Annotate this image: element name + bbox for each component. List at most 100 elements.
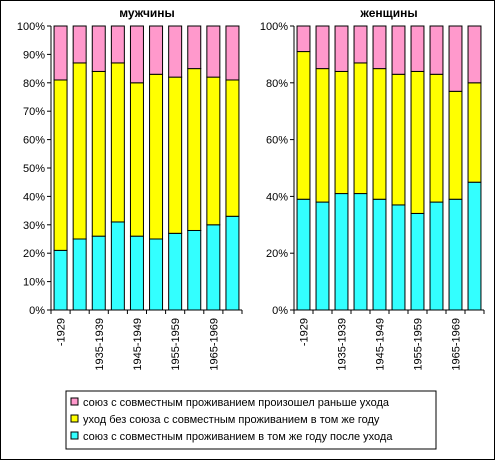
men-bar-segment <box>129 25 144 84</box>
men-y-tick-label: 10% <box>23 277 45 289</box>
women-bar-segment <box>334 70 349 195</box>
men-bar-segment <box>187 68 202 231</box>
women-bar-segment <box>391 73 406 206</box>
women-bar-segment <box>334 25 349 72</box>
women-x-tick-label: 1935-1939 <box>337 318 349 371</box>
men-bar-segment <box>168 25 183 78</box>
men-y-tick-label: 100% <box>17 21 45 33</box>
women-y-tick-label: 60% <box>266 135 288 147</box>
men-x-tick-label: 1945-1949 <box>132 318 144 371</box>
women-bar-segment <box>467 181 482 311</box>
legend-swatch <box>70 431 79 440</box>
men-bar-segment <box>149 25 164 75</box>
men-bar-segment <box>53 249 68 311</box>
men-x-tick-label: -1929 <box>56 318 68 346</box>
men-y-tick-label: 40% <box>23 191 45 203</box>
men-y-tick-label: 90% <box>23 49 45 61</box>
women-bar-segment <box>467 25 482 84</box>
women-bar-segment <box>467 82 482 183</box>
women-bar-segment <box>372 25 387 70</box>
women-bar-segment <box>372 68 387 200</box>
men-bar-segment <box>129 235 144 311</box>
women-bar-segment <box>315 68 330 203</box>
women-bar-segment <box>296 198 311 311</box>
men-bar-segment <box>91 25 106 72</box>
men-bar-segment <box>206 224 221 311</box>
women-bar-segment <box>410 70 425 214</box>
women-bar-segment <box>448 198 463 311</box>
men-bar-segment <box>225 215 240 311</box>
legend-label: уход без союза с совместным проживанием … <box>83 414 380 426</box>
women-x-tick-label: 1965-1969 <box>451 318 463 371</box>
women-chart-title: женщины <box>359 6 417 20</box>
men-bar-segment <box>206 76 221 226</box>
men-bar-segment <box>53 79 68 251</box>
men-bar-segment <box>91 235 106 311</box>
legend-label: союз с совместным проживанием произошел … <box>83 397 390 409</box>
men-x-tick-label: 1965-1969 <box>208 318 220 371</box>
women-y-tick-label: 0% <box>272 305 288 317</box>
men-bar-segment <box>187 25 202 70</box>
women-y-tick-label: 20% <box>266 248 288 260</box>
women-panel: женщины 0% 20% 40% 60% 80% 100% -1929 1935-1939… <box>260 6 485 371</box>
women-bar-segment <box>429 201 444 311</box>
men-chart-title: мужчины <box>119 6 175 20</box>
men-bar-segment <box>168 232 183 311</box>
men-bar-segment <box>110 221 125 311</box>
men-bar-segment <box>149 73 164 240</box>
women-x-tick-label: -1929 <box>299 318 311 346</box>
women-bar-segment <box>296 25 311 53</box>
women-y-tick-label: 80% <box>266 78 288 90</box>
legend-swatch <box>70 414 79 423</box>
women-bar-segment <box>372 198 387 311</box>
women-bar-segment <box>410 212 425 311</box>
men-y-tick-label: 80% <box>23 78 45 90</box>
men-bar-segment <box>110 25 125 64</box>
men-panel: мужчины 0% 10% 20% 30% 40% 50% 60% 70% 80% 90% 100… <box>17 6 243 371</box>
legend-swatch <box>70 397 79 406</box>
men-bar-segment <box>53 25 68 81</box>
men-bar-segment <box>168 76 183 234</box>
men-x-tick-label: 1935-1939 <box>94 318 106 371</box>
women-bar-segment <box>391 204 406 311</box>
men-bar-segment <box>129 82 144 237</box>
men-bar-segment <box>225 25 240 81</box>
women-y-tick-label: 40% <box>266 191 288 203</box>
women-bar-segment <box>353 193 368 311</box>
men-bar-segment <box>206 25 221 78</box>
men-bar-segment <box>72 25 87 64</box>
women-bar-segment <box>429 25 444 75</box>
women-bar-segment <box>353 25 368 64</box>
men-y-tick-label: 60% <box>23 135 45 147</box>
women-bar-segment <box>353 62 368 195</box>
men-bar-segment <box>225 79 240 217</box>
men-y-tick-label: 70% <box>23 106 45 118</box>
women-bar-segment <box>448 90 463 200</box>
women-bar-segment <box>296 51 311 200</box>
women-y-tick-label: 100% <box>260 21 288 33</box>
women-bar-segment <box>391 25 406 75</box>
women-bar-segment <box>410 25 425 72</box>
men-bar-segment <box>72 238 87 311</box>
men-y-tick-label: 50% <box>23 163 45 175</box>
women-bar-segment <box>448 25 463 92</box>
men-y-tick-label: 20% <box>23 248 45 260</box>
men-bar-segment <box>110 62 125 223</box>
men-bar-segment <box>187 229 202 311</box>
women-bar-segment <box>315 25 330 70</box>
legend: союз с совместным проживанием произошел … <box>65 390 437 450</box>
men-bar-segment <box>149 238 164 311</box>
men-bar-segment <box>91 70 106 237</box>
legend-label: союз с совместным проживанием в том же г… <box>83 431 393 443</box>
women-bar-segment <box>315 201 330 311</box>
men-y-tick-label: 0% <box>29 305 45 317</box>
men-y-tick-label: 30% <box>23 220 45 232</box>
legend-box <box>65 390 437 450</box>
women-bar-segment <box>334 193 349 311</box>
women-x-tick-label: 1955-1959 <box>413 318 425 371</box>
men-bar-segment <box>72 62 87 240</box>
women-x-tick-label: 1945-1949 <box>375 318 387 371</box>
women-bar-segment <box>429 73 444 203</box>
men-x-tick-label: 1955-1959 <box>170 318 182 371</box>
